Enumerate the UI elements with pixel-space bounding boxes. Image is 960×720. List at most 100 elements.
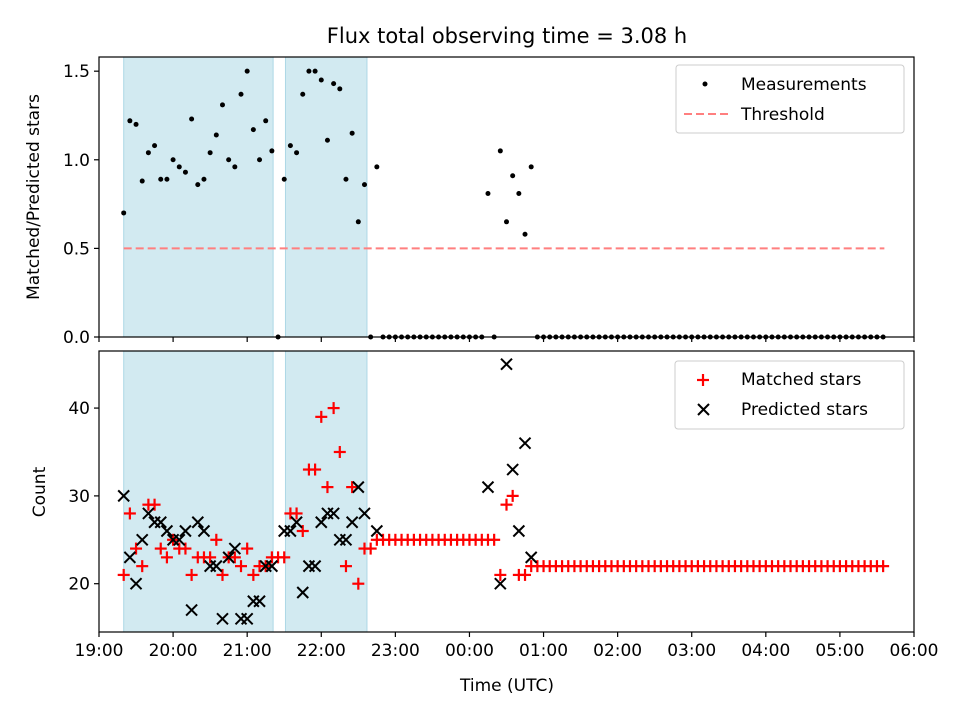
matched-stars-point [185, 568, 198, 581]
matched-stars-point [877, 560, 890, 573]
y-tick-label: 0.5 [63, 239, 90, 259]
matched-stars-point [519, 568, 532, 581]
measurement-point [522, 231, 528, 237]
measurement-point [324, 137, 330, 143]
measurement-point [244, 68, 250, 74]
measurement-point [121, 210, 127, 216]
measurement-point [189, 116, 195, 122]
legend-label-matched: Matched stars [741, 370, 861, 390]
measurement-point [139, 178, 145, 184]
matched-stars-point [339, 560, 352, 573]
legend-marker-measurements [702, 81, 708, 87]
top-panel-frame [98, 56, 915, 338]
predicted-stars-point [500, 357, 513, 371]
predicted-stars-point [518, 436, 532, 450]
predicted-stars-point [345, 516, 359, 529]
predicted-stars-point [117, 489, 130, 503]
x-tick-label: 02:00 [593, 641, 642, 661]
predicted-stars-point [228, 542, 242, 555]
predicted-stars-point [210, 559, 223, 573]
matched-stars-point [488, 533, 501, 546]
measurement-point [287, 143, 293, 149]
measurement-point [312, 68, 318, 74]
measurement-point [170, 157, 176, 163]
measurement-point [145, 150, 151, 156]
measurement-point [164, 176, 170, 182]
y-tick-label: 1.5 [63, 62, 90, 82]
observing-span [123, 350, 274, 633]
matched-stars-point [346, 481, 359, 494]
matched-stars-point [123, 507, 136, 520]
x-tick-label: 23:00 [371, 641, 420, 661]
predicted-stars-point [240, 612, 254, 626]
matched-stars-point [290, 507, 303, 520]
predicted-stars-point [160, 524, 174, 538]
matched-stars-point [327, 402, 340, 415]
predicted-stars-point [265, 559, 279, 573]
x-tick-label: 22:00 [297, 641, 346, 661]
matched-stars-point [228, 551, 241, 564]
predicted-stars-point [284, 524, 297, 538]
measurement-point [300, 91, 306, 97]
legend-label-predicted: Predicted stars [741, 400, 868, 420]
bottom-legend-box [674, 360, 905, 430]
legend-label-measurements: Measurements [741, 75, 867, 95]
measurement-point [263, 118, 269, 124]
observing-span [284, 56, 368, 338]
measurement-point [510, 173, 516, 179]
matched-stars-point [364, 542, 377, 555]
legend-label-threshold: Threshold [740, 105, 825, 125]
measurement-point [127, 118, 133, 124]
measurement-point [485, 190, 491, 196]
measurement-point [176, 164, 182, 170]
measurement-point [133, 121, 139, 127]
x-axis-label: Time (UTC) [459, 676, 554, 696]
y-tick-label: 40 [68, 399, 90, 419]
figure-title: Flux total observing time = 3.08 h [327, 24, 687, 48]
measurement-point [306, 68, 312, 74]
predicted-stars-point [185, 603, 198, 617]
predicted-stars-point [216, 612, 229, 626]
matched-stars-point [506, 489, 519, 502]
bottom-legend: Matched stars Predicted stars [674, 360, 905, 430]
top-legend-box [675, 64, 905, 134]
matched-stars-point [315, 410, 328, 423]
predicted-stars-point [179, 524, 192, 538]
predicted-stars-point [358, 507, 371, 520]
measurement-point [158, 176, 164, 182]
y-tick-label: 0.0 [63, 328, 90, 348]
legend-marker-predicted [697, 403, 710, 416]
matched-stars-point [241, 542, 254, 555]
x-tick-label: 21:00 [223, 641, 272, 661]
measurement-point [516, 190, 522, 196]
predicted-stars-point [136, 533, 149, 547]
top-legend: Measurements Threshold [675, 64, 905, 134]
predicted-stars-point [222, 551, 235, 564]
predicted-stars-point [352, 480, 365, 494]
predicted-stars-point [123, 551, 137, 564]
measurement-point [250, 127, 256, 133]
measurement-point [497, 148, 503, 154]
predicted-stars-point [154, 516, 167, 529]
matched-stars-point [321, 481, 334, 494]
x-tick-label: 19:00 [75, 641, 124, 661]
measurement-point [281, 176, 287, 182]
matched-stars-point [117, 568, 130, 581]
predicted-stars-point [524, 551, 538, 564]
predicted-stars-point [315, 516, 328, 529]
predicted-stars-point [494, 577, 507, 590]
x-tick-label: 05:00 [815, 641, 864, 661]
bottom-panel-frame [98, 350, 915, 633]
measurement-point [318, 77, 324, 83]
matched-stars-point [160, 551, 173, 564]
measurement-point [219, 102, 225, 108]
measurement-point [331, 81, 337, 87]
observing-span [123, 56, 274, 338]
predicted-stars-point [296, 586, 309, 599]
measurement-point [343, 176, 349, 182]
top-panel-ratio: 0.0 0.5 1.0 1.5 Matched/Predicted stars Mea… [24, 56, 915, 348]
measurement-point [152, 143, 158, 149]
predicted-stars-point [290, 516, 303, 529]
matched-stars-point [136, 560, 149, 573]
measurement-point [195, 182, 201, 188]
